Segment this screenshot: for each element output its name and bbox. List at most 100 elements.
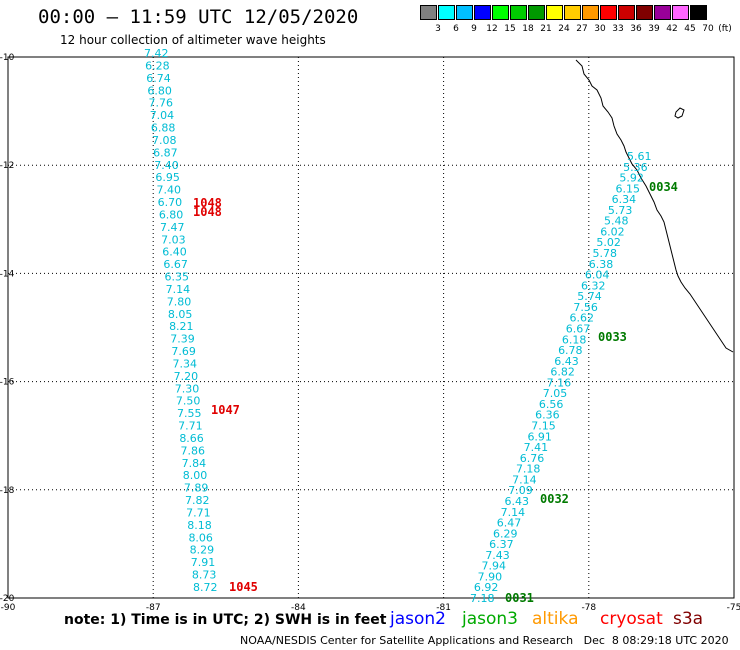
satellite-jason2: jason2 (390, 609, 446, 629)
wave-height-label: 7.15 (531, 420, 556, 433)
wave-height-label: 7.80 (167, 295, 192, 308)
pass-time-label: 0033 (598, 330, 627, 344)
legend-swatch (474, 5, 491, 20)
footer-note: note: 1) Time is in UTC; 2) SWH is in fe… (64, 612, 387, 628)
wave-height-label: 7.08 (152, 134, 177, 147)
legend-label: 24 (558, 24, 570, 34)
wave-height-label: 5.78 (593, 247, 618, 260)
wave-height-label: 6.43 (504, 495, 528, 508)
legend-label: 27 (576, 24, 588, 34)
wave-height-label: 7.55 (177, 407, 202, 420)
legend-label: 3 (435, 24, 441, 34)
legend-swatch (438, 5, 455, 20)
lon-tick-label: -81 (436, 603, 451, 613)
wave-height-label: 6.76 (520, 452, 545, 465)
wave-height-label: 7.09 (508, 484, 533, 497)
wave-height-label: 7.05 (543, 387, 568, 400)
wave-height-label: 6.32 (581, 279, 606, 292)
wave-height-label: 7.89 (184, 482, 209, 495)
wave-height-label: 7.91 (191, 556, 216, 569)
wave-height-label: 7.42 (144, 47, 169, 60)
wave-height-label: 7.20 (174, 370, 199, 383)
lat-tick-label: -10 (0, 53, 15, 63)
wave-height-label: 8.05 (168, 308, 193, 321)
legend-label: 9 (471, 24, 477, 34)
wave-height-label: 7.76 (149, 97, 174, 110)
wave-height-label: 7.16 (547, 376, 572, 389)
legend-swatch (528, 5, 545, 20)
legend-label: 15 (504, 24, 516, 34)
lon-tick-label: -90 (1, 603, 16, 613)
wave-height-label: 6.67 (163, 258, 188, 271)
wave-height-label: 7.41 (524, 441, 549, 454)
wave-height-label: 8.29 (190, 544, 215, 557)
credit-line: NOAA/NESDIS Center for Satellite Applica… (240, 634, 729, 647)
pass-time-label: 1048 (193, 205, 222, 219)
wave-height-label: 6.47 (497, 517, 522, 530)
wave-height-label: 6.18 (562, 333, 587, 346)
wave-height-label: 6.28 (145, 59, 170, 72)
legend-swatch (672, 5, 689, 20)
wave-height-label: 6.87 (153, 146, 178, 159)
lon-tick-label: -87 (146, 603, 161, 613)
lat-tick-label: -12 (0, 161, 14, 171)
wave-height-label: 6.88 (151, 122, 176, 135)
wave-height-label: 7.34 (172, 357, 197, 370)
altimeter-track-west: 7.426.286.746.807.767.046.887.086.877.40… (144, 47, 218, 594)
coastline (575, 59, 734, 353)
wave-height-label: 6.15 (616, 182, 641, 195)
wave-height-label: 7.40 (154, 159, 179, 172)
legend-swatch (456, 5, 473, 20)
wave-height-label: 8.06 (188, 531, 213, 544)
wave-height-label: 6.34 (612, 193, 637, 206)
wave-height-label: 8.73 (192, 569, 217, 582)
wave-height-label: 5.36 (623, 161, 648, 174)
wave-height-label: 7.30 (175, 382, 200, 395)
legend-label: 12 (486, 24, 498, 34)
pass-time-label: 0034 (649, 180, 678, 194)
satellite-jason3: jason3 (462, 609, 518, 629)
wave-height-label: 7.47 (160, 221, 185, 234)
wave-height-label: 5.92 (619, 172, 644, 185)
wave-height-label: 6.78 (558, 344, 583, 357)
wave-height-label: 6.70 (158, 196, 183, 209)
lat-tick-label: -16 (0, 378, 15, 388)
legend-swatch (654, 5, 671, 20)
wave-height-label: 6.38 (589, 258, 614, 271)
lon-tick-label: -78 (581, 603, 596, 613)
island-outline (674, 107, 685, 119)
wave-height-label: 7.71 (186, 506, 211, 519)
lat-tick-label: -14 (0, 269, 15, 279)
wave-height-label: 6.62 (570, 312, 595, 325)
legend-swatch (582, 5, 599, 20)
wave-height-label: 7.14 (512, 473, 537, 486)
wave-height-label: 7.03 (161, 233, 186, 246)
map-subtitle: 12 hour collection of altimeter wave hei… (60, 33, 326, 47)
wave-height-label: 7.69 (171, 345, 196, 358)
wave-height-label: 6.80 (147, 84, 172, 97)
wave-height-label: 7.04 (150, 109, 175, 122)
legend-label: 33 (612, 24, 624, 34)
wave-height-label: 6.29 (493, 527, 517, 540)
wave-height-label: 6.95 (155, 171, 180, 184)
legend-unit: (ft) (718, 24, 732, 34)
wave-height-label: 6.82 (550, 366, 575, 379)
wave-height-label: 7.43 (485, 549, 510, 562)
wave-height-label: 5.61 (627, 150, 652, 163)
legend-label: 45 (684, 24, 696, 34)
map-title: 00:00 – 11:59 UTC 12/05/2020 (38, 6, 359, 28)
wave-height-label: 5.48 (604, 215, 629, 228)
legend-label: 36 (630, 24, 642, 34)
axis-tick-labels: -10 -12 -14 -16 -18 -20-90 -87 -84 -81 -78 -75 (0, 53, 740, 613)
wave-height-label: 6.91 (527, 430, 552, 443)
wave-height-label: 6.67 (566, 322, 591, 335)
satellite-s3a: s3a (673, 609, 704, 629)
wave-height-label: 7.40 (157, 184, 182, 197)
legend-swatch (564, 5, 581, 20)
pass-time-label: 0031 (505, 591, 534, 605)
legend-swatch (636, 5, 653, 20)
legend-label: 18 (522, 24, 534, 34)
wave-height-label: 6.56 (539, 398, 564, 411)
wave-height-label: 7.56 (573, 301, 598, 314)
